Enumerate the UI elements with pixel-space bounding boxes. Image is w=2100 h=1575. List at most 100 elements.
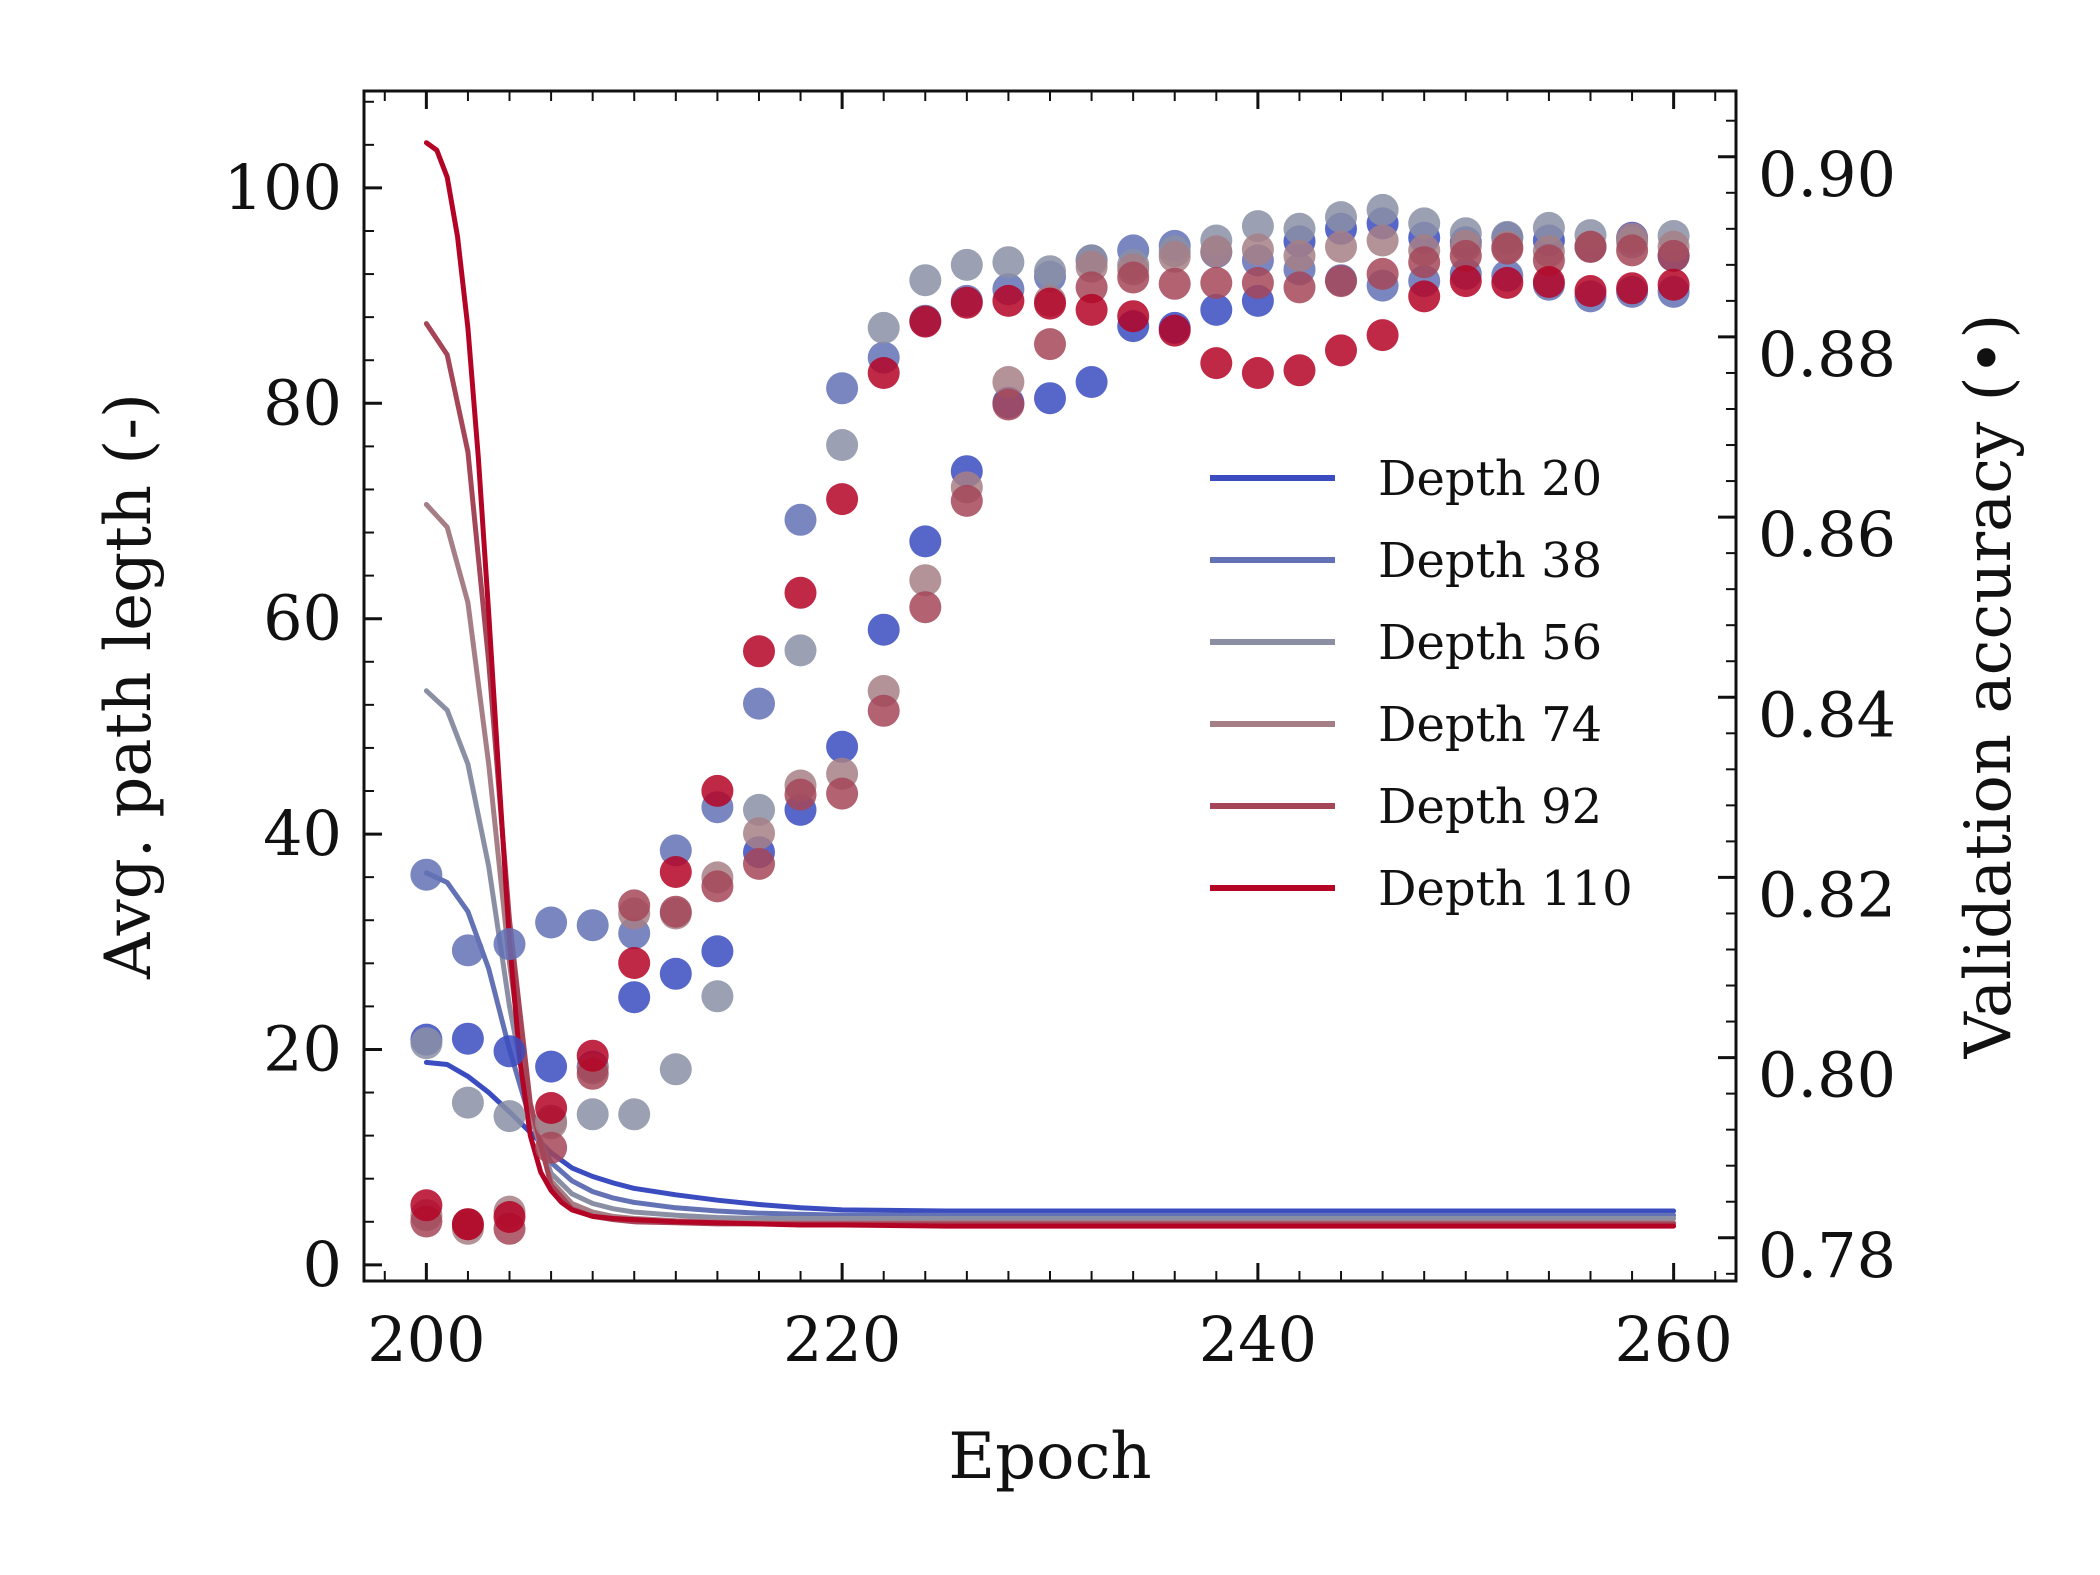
point-depth-56 bbox=[410, 1027, 443, 1060]
y-left-tick-label: 40 bbox=[263, 797, 342, 870]
point-depth-110 bbox=[1325, 334, 1357, 367]
y-right-tick-label: 0.80 bbox=[1758, 1039, 1896, 1112]
point-depth-110 bbox=[1532, 266, 1565, 298]
point-depth-110 bbox=[784, 576, 817, 609]
point-depth-110 bbox=[1117, 300, 1150, 333]
point-depth-92 bbox=[1366, 257, 1399, 290]
y-left-tick-label: 80 bbox=[263, 366, 342, 439]
point-depth-56 bbox=[992, 246, 1025, 279]
y-left-tick-label: 100 bbox=[224, 151, 342, 224]
legend-label: Depth 74 bbox=[1378, 697, 1602, 753]
point-depth-110 bbox=[1200, 347, 1233, 380]
point-depth-92 bbox=[867, 694, 900, 727]
point-depth-110 bbox=[1491, 266, 1524, 299]
y-right-tick-label: 0.84 bbox=[1758, 678, 1896, 751]
point-depth-92 bbox=[1449, 239, 1482, 272]
point-depth-92 bbox=[950, 484, 983, 517]
point-depth-92 bbox=[701, 870, 734, 903]
point-depth-56 bbox=[493, 1100, 526, 1133]
y-right-tick-label: 0.78 bbox=[1758, 1219, 1896, 1292]
point-depth-92 bbox=[1657, 239, 1690, 272]
point-depth-110 bbox=[1241, 357, 1274, 389]
y-right-tick-label: 0.90 bbox=[1758, 138, 1896, 211]
point-depth-92 bbox=[1283, 271, 1316, 304]
y-right-tick-label: 0.86 bbox=[1758, 498, 1896, 571]
point-depth-110 bbox=[1366, 319, 1399, 352]
series-line-depth-56 bbox=[423, 688, 1677, 1221]
point-depth-56 bbox=[618, 1098, 651, 1131]
point-depth-110 bbox=[1657, 268, 1690, 301]
series-line-depth-20 bbox=[423, 1059, 1677, 1214]
x-tick-label: 240 bbox=[1199, 1303, 1317, 1376]
point-depth-38 bbox=[784, 503, 817, 536]
point-depth-56 bbox=[1034, 255, 1066, 288]
point-depth-92 bbox=[992, 388, 1025, 421]
point-depth-110 bbox=[493, 1201, 526, 1233]
y-right-axis-title: Validation accuracy (•) bbox=[1952, 314, 2026, 1060]
point-depth-38 bbox=[493, 928, 526, 961]
point-depth-92 bbox=[784, 778, 817, 811]
point-depth-110 bbox=[1158, 314, 1191, 347]
point-depth-92 bbox=[1117, 261, 1150, 294]
point-depth-92 bbox=[1408, 246, 1441, 279]
point-depth-110 bbox=[1034, 287, 1066, 320]
point-depth-20 bbox=[1034, 382, 1066, 415]
point-depth-110 bbox=[576, 1039, 609, 1072]
point-depth-92 bbox=[659, 895, 692, 928]
point-depth-56 bbox=[1283, 212, 1316, 245]
y-right-tick-label: 0.82 bbox=[1758, 858, 1896, 931]
point-depth-20 bbox=[1200, 293, 1233, 326]
legend-label: Depth 38 bbox=[1378, 533, 1602, 589]
point-depth-110 bbox=[950, 286, 983, 319]
x-tick-label: 200 bbox=[367, 1303, 485, 1376]
point-depth-92 bbox=[826, 777, 859, 810]
point-depth-20 bbox=[618, 981, 651, 1014]
y-right-tick-label: 0.88 bbox=[1758, 318, 1896, 391]
point-depth-110 bbox=[535, 1092, 568, 1124]
point-depth-92 bbox=[1325, 265, 1357, 298]
point-depth-74 bbox=[1158, 240, 1191, 273]
point-depth-92 bbox=[535, 1131, 568, 1164]
point-depth-56 bbox=[659, 1053, 692, 1086]
point-depth-92 bbox=[1616, 234, 1649, 267]
plot-frame bbox=[362, 89, 1738, 1283]
point-depth-110 bbox=[826, 483, 859, 516]
series-line-depth-110 bbox=[423, 140, 1677, 1229]
point-depth-92 bbox=[1241, 266, 1274, 299]
ticks-layer: 200 220 240 260 0 20 40 60 80 100 0.78 0.80 0.82 0.84… bbox=[224, 91, 1896, 1376]
point-depth-110 bbox=[618, 947, 651, 979]
point-depth-20 bbox=[1075, 366, 1108, 398]
point-depth-92 bbox=[1491, 232, 1524, 265]
point-depth-74 bbox=[1200, 235, 1233, 268]
point-depth-74 bbox=[1325, 230, 1357, 263]
points-layer bbox=[410, 193, 1690, 1245]
point-depth-92 bbox=[743, 847, 775, 880]
point-depth-20 bbox=[826, 730, 859, 763]
point-depth-110 bbox=[451, 1208, 484, 1241]
legend: Depth 20 Depth 38 Depth 56 Depth 74 Depth 92… bbox=[1210, 451, 1633, 917]
point-depth-110 bbox=[1075, 293, 1108, 326]
point-depth-20 bbox=[451, 1022, 484, 1055]
point-depth-92 bbox=[1075, 271, 1108, 304]
point-depth-110 bbox=[701, 774, 734, 807]
point-depth-56 bbox=[701, 980, 734, 1013]
point-depth-74 bbox=[743, 817, 775, 850]
point-depth-92 bbox=[1034, 328, 1066, 361]
point-depth-56 bbox=[867, 311, 900, 344]
point-depth-56 bbox=[576, 1098, 609, 1131]
legend-label: Depth 20 bbox=[1378, 451, 1602, 507]
point-depth-92 bbox=[1574, 230, 1607, 263]
x-axis-title: Epoch bbox=[948, 1420, 1151, 1494]
point-depth-110 bbox=[1283, 354, 1316, 387]
point-depth-110 bbox=[659, 856, 692, 888]
point-depth-92 bbox=[1200, 266, 1233, 299]
point-depth-92 bbox=[909, 591, 942, 624]
point-depth-38 bbox=[576, 909, 609, 942]
point-depth-20 bbox=[535, 1050, 568, 1083]
point-depth-74 bbox=[1241, 233, 1274, 266]
x-tick-label: 260 bbox=[1614, 1303, 1732, 1376]
point-depth-56 bbox=[743, 793, 775, 826]
point-depth-92 bbox=[618, 889, 651, 922]
point-depth-20 bbox=[659, 957, 692, 990]
point-depth-110 bbox=[1408, 280, 1441, 313]
